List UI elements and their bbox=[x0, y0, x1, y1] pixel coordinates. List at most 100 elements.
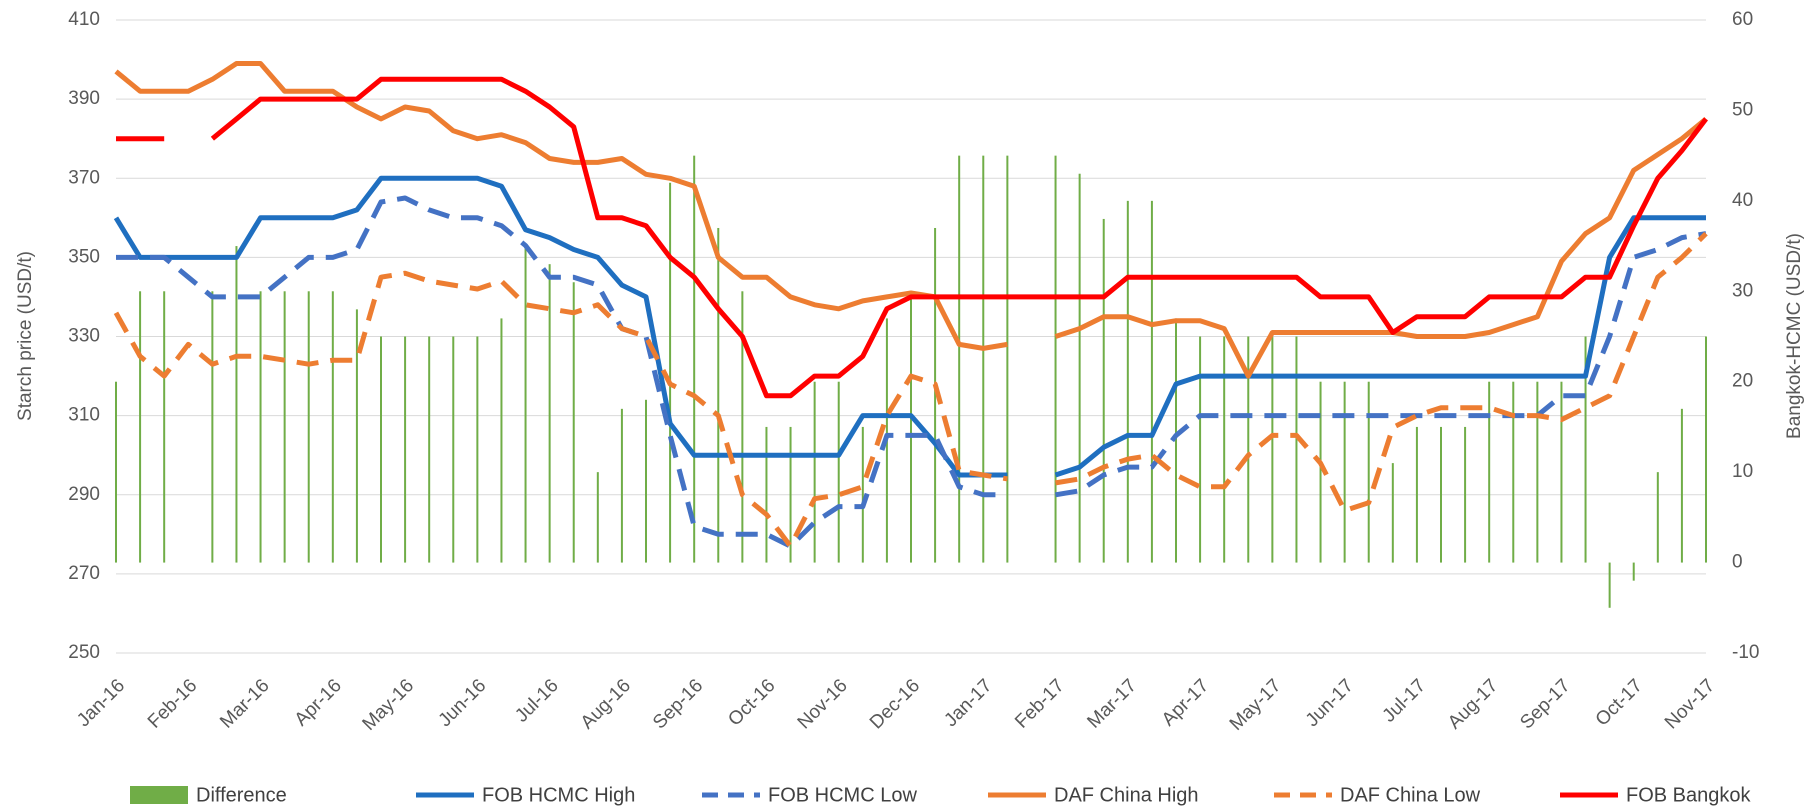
bar bbox=[548, 264, 551, 563]
x-tick-label: Oct-17 bbox=[1592, 675, 1647, 730]
bar bbox=[741, 291, 744, 563]
legend-label: FOB HCMC High bbox=[482, 784, 635, 806]
bar bbox=[1343, 381, 1346, 563]
bar bbox=[1319, 381, 1322, 563]
bar bbox=[1199, 336, 1202, 563]
y-tick-label: 250 bbox=[68, 642, 100, 663]
bar bbox=[1150, 200, 1153, 563]
bar bbox=[1705, 336, 1707, 563]
legend-label: Difference bbox=[196, 784, 287, 806]
bar bbox=[211, 291, 214, 563]
bar bbox=[1512, 381, 1515, 563]
y2-tick-label: 10 bbox=[1732, 461, 1753, 482]
y2-axis-label: Bangkok-HCMC (USD/t) bbox=[1784, 233, 1805, 439]
bar bbox=[910, 291, 912, 563]
bar bbox=[717, 227, 720, 563]
bar bbox=[645, 399, 647, 563]
bar bbox=[837, 381, 840, 563]
x-tick-label: Oct-16 bbox=[724, 675, 779, 730]
bar bbox=[404, 336, 407, 563]
bar bbox=[958, 155, 961, 563]
bar bbox=[283, 291, 286, 563]
bar bbox=[1608, 562, 1611, 608]
bar bbox=[307, 291, 310, 563]
legend-label: FOB Bangkok bbox=[1626, 784, 1752, 806]
legend-label: DAF China High bbox=[1054, 784, 1199, 806]
bar bbox=[1126, 200, 1129, 563]
x-tick-label: Feb-16 bbox=[144, 675, 201, 732]
bar bbox=[1536, 381, 1539, 563]
y-tick-label: 350 bbox=[68, 246, 100, 267]
bar bbox=[934, 227, 937, 563]
legend-swatch bbox=[130, 786, 188, 804]
bar bbox=[259, 291, 262, 563]
bar bbox=[1078, 173, 1081, 563]
bar bbox=[1271, 336, 1274, 563]
bar bbox=[1054, 155, 1057, 563]
legend-label: DAF China Low bbox=[1340, 784, 1481, 806]
y-tick-label: 410 bbox=[68, 9, 100, 30]
bar bbox=[813, 381, 816, 563]
x-tick-label: Mar-17 bbox=[1083, 675, 1140, 732]
bar bbox=[669, 182, 672, 563]
bar bbox=[1247, 336, 1250, 563]
y-tick-label: 310 bbox=[68, 405, 100, 426]
bar bbox=[235, 246, 238, 563]
y-tick-label: 370 bbox=[68, 167, 100, 188]
bar bbox=[139, 291, 142, 563]
bar bbox=[1680, 408, 1683, 563]
bar bbox=[789, 426, 792, 563]
legend: Difference FOB HCMC High FOB HCMC Low DAF C… bbox=[130, 784, 1752, 806]
bar bbox=[163, 291, 166, 563]
bar bbox=[331, 291, 334, 563]
y2-tick-label: -10 bbox=[1732, 642, 1759, 663]
line bbox=[114, 61, 1708, 379]
bar bbox=[380, 336, 382, 563]
x-tick-label: Jan-17 bbox=[940, 675, 996, 731]
x-tick-label: Jun-16 bbox=[435, 675, 491, 731]
x-tick-label: Nov-16 bbox=[794, 675, 852, 733]
x-tick-label: Feb-17 bbox=[1011, 675, 1068, 732]
bar bbox=[1560, 381, 1563, 563]
y2-tick-label: 50 bbox=[1732, 99, 1753, 120]
x-tick-label: Jun-17 bbox=[1302, 675, 1358, 731]
x-tick-label: Aug-16 bbox=[577, 675, 635, 733]
y-tick-label: 390 bbox=[68, 88, 100, 109]
x-tick-label: Apr-16 bbox=[291, 675, 346, 730]
bar bbox=[500, 318, 503, 563]
y-axis-label: Starch price (USD/t) bbox=[15, 251, 36, 421]
y-tick-label: 270 bbox=[68, 563, 100, 584]
x-tick-label: Apr-17 bbox=[1158, 675, 1213, 730]
line bbox=[113, 231, 1708, 549]
bar bbox=[428, 336, 431, 563]
y2-tick-label: 30 bbox=[1732, 280, 1753, 301]
line bbox=[116, 195, 1707, 549]
x-tick-label: Aug-17 bbox=[1444, 675, 1502, 733]
bar bbox=[1584, 336, 1587, 563]
x-tick-label: Jan-16 bbox=[73, 675, 129, 731]
bar bbox=[1464, 426, 1467, 563]
bar bbox=[1488, 381, 1491, 563]
bar bbox=[476, 336, 479, 563]
bar bbox=[861, 426, 864, 563]
bar bbox=[1415, 426, 1418, 563]
bar bbox=[355, 309, 358, 563]
y-tick-label: 330 bbox=[68, 326, 100, 347]
bar bbox=[1006, 155, 1009, 563]
bar bbox=[765, 426, 768, 563]
x-tick-label: Jul-16 bbox=[511, 675, 562, 726]
bar bbox=[524, 246, 527, 563]
bar bbox=[1632, 562, 1635, 581]
x-tick-label: May-17 bbox=[1226, 675, 1286, 735]
x-tick-label: Sep-17 bbox=[1516, 675, 1574, 733]
bar bbox=[1175, 318, 1177, 563]
bar bbox=[572, 282, 575, 563]
y-tick-label: 290 bbox=[68, 484, 100, 505]
bar bbox=[452, 336, 455, 563]
line bbox=[116, 76, 1708, 399]
bar bbox=[620, 408, 623, 563]
x-tick-label: Mar-16 bbox=[216, 675, 273, 732]
bar bbox=[1367, 381, 1370, 563]
x-tick-label: Nov-17 bbox=[1661, 675, 1719, 733]
